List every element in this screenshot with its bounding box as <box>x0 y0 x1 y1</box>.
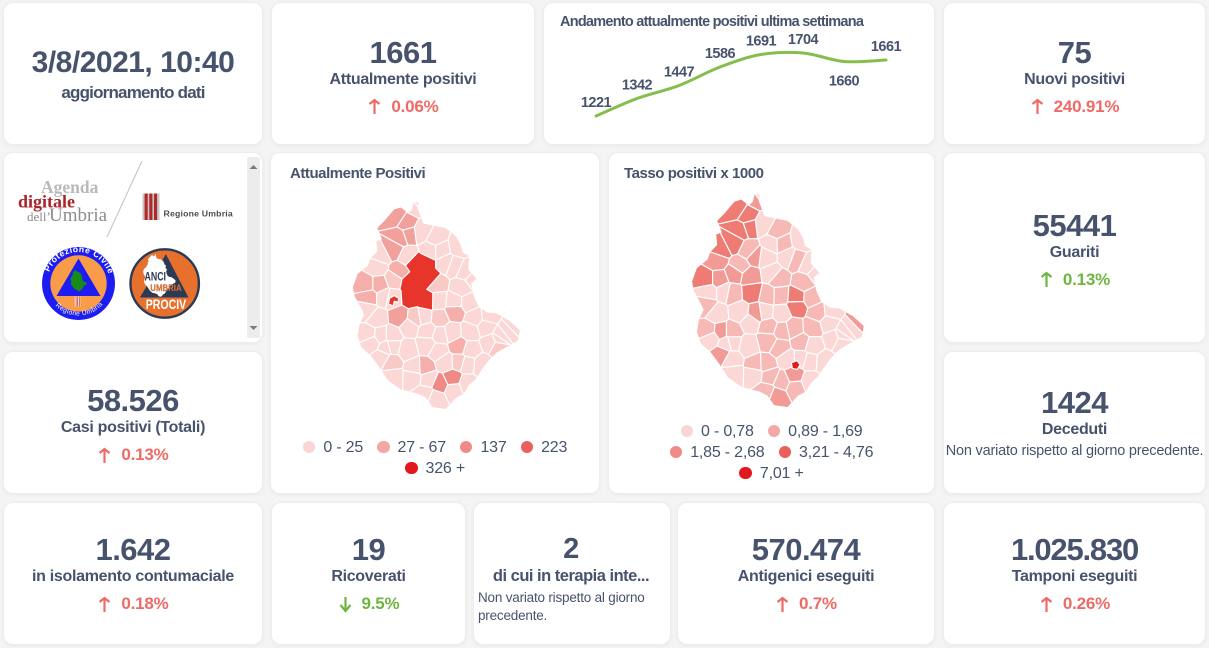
svg-text:Regione Umbria: Regione Umbria <box>164 209 233 219</box>
svg-text:1221: 1221 <box>581 95 612 111</box>
svg-text:dell’: dell’ <box>27 209 51 224</box>
svg-text:1586: 1586 <box>705 46 736 62</box>
svg-text:1447: 1447 <box>664 65 695 81</box>
svg-text:1342: 1342 <box>622 78 653 94</box>
svg-text:Agenda: Agenda <box>41 177 99 197</box>
svg-text:ANCI: ANCI <box>145 270 167 284</box>
svg-text:PROCIV: PROCIV <box>146 296 187 312</box>
svg-text:1661: 1661 <box>871 39 902 55</box>
svg-text:1660: 1660 <box>829 74 860 90</box>
svg-text:digitale: digitale <box>18 192 75 212</box>
svg-text:1704: 1704 <box>788 32 819 48</box>
svg-text:1691: 1691 <box>746 34 777 50</box>
svg-text:UMBRIA: UMBRIA <box>150 283 181 294</box>
svg-text:Umbria: Umbria <box>49 205 108 226</box>
